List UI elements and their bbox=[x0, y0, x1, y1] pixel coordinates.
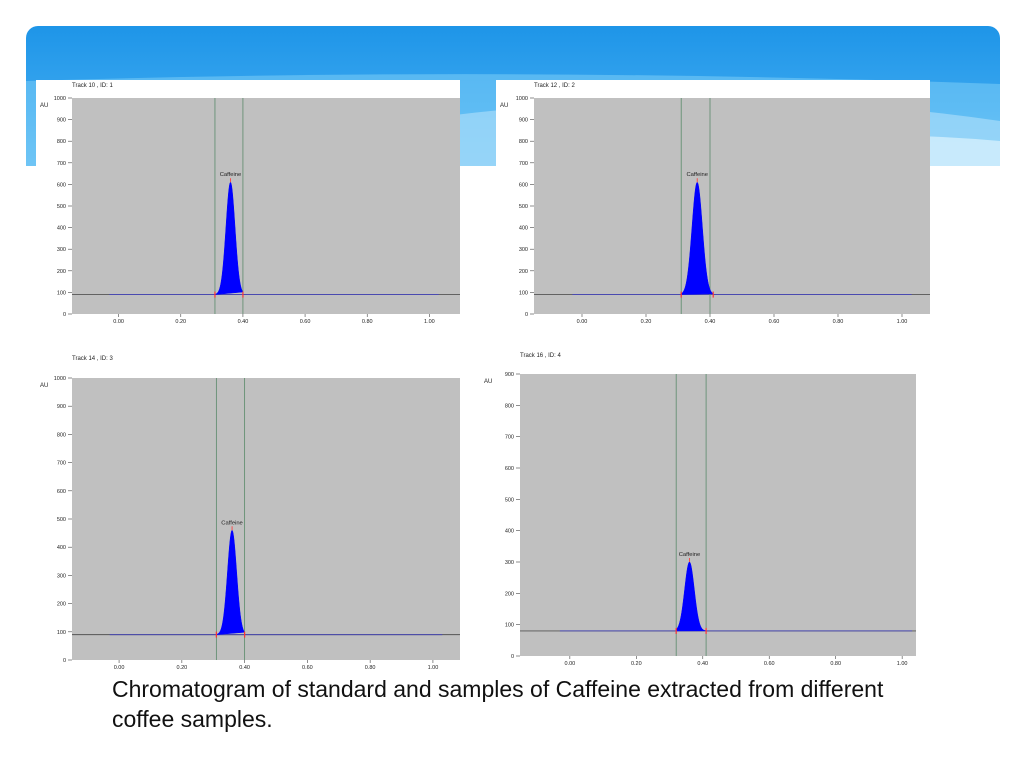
y-tick-label: 800 bbox=[57, 139, 66, 145]
x-tick-label: 0.20 bbox=[175, 319, 186, 325]
x-tick-label: 0.20 bbox=[631, 661, 642, 667]
y-axis-label: AU bbox=[40, 103, 48, 109]
y-tick-label: 800 bbox=[57, 432, 66, 438]
y-tick-label: 600 bbox=[519, 182, 528, 188]
x-tick-label: 0.80 bbox=[833, 319, 844, 325]
chromatogram-panel-1: Track 10 , ID: 1 AU 0 100 200 300 400 500 600 700… bbox=[36, 80, 460, 332]
plot-area bbox=[72, 378, 460, 660]
y-tick-label: 700 bbox=[57, 461, 66, 467]
plot-area bbox=[72, 98, 460, 314]
y-tick-label: 400 bbox=[505, 529, 514, 535]
y-tick-label: 300 bbox=[505, 560, 514, 566]
y-tick-label: 0 bbox=[63, 312, 66, 318]
x-tick-label: 0.20 bbox=[641, 319, 652, 325]
caffeine-peak bbox=[680, 181, 715, 295]
chart-title: Track 16 , ID: 4 bbox=[520, 353, 561, 359]
x-tick-label: 0.60 bbox=[300, 319, 311, 325]
peak-label: Caffeine bbox=[679, 552, 701, 558]
x-tick-label: 1.00 bbox=[428, 665, 439, 671]
y-tick-label: 300 bbox=[519, 247, 528, 253]
y-tick-label: 900 bbox=[57, 118, 66, 124]
x-tick-label: 0.60 bbox=[769, 319, 780, 325]
caffeine-peak bbox=[214, 181, 244, 295]
y-axis-label: AU bbox=[500, 103, 508, 109]
x-tick-label: 0.20 bbox=[176, 665, 187, 671]
y-tick-label: 200 bbox=[57, 269, 66, 275]
figure-caption: Chromatogram of standard and samples of … bbox=[112, 676, 884, 732]
y-tick-label: 400 bbox=[57, 545, 66, 551]
y-tick-label: 200 bbox=[57, 602, 66, 608]
y-tick-label: 1000 bbox=[54, 96, 66, 102]
chromatogram-panel-4: Track 16 , ID: 4 AU 0 100 200 300 400 500 600 700… bbox=[480, 346, 916, 672]
y-tick-label: 0 bbox=[63, 658, 66, 664]
x-tick-label: 0.40 bbox=[238, 319, 249, 325]
y-tick-label: 600 bbox=[57, 489, 66, 495]
y-tick-label: 700 bbox=[519, 161, 528, 167]
x-tick-label: 0.80 bbox=[830, 661, 841, 667]
x-tick-label: 0.60 bbox=[764, 661, 775, 667]
chromatogram-panel-2: Track 12 , ID: 2 AU 0 100 200 300 400 500 600 700… bbox=[496, 80, 930, 332]
y-tick-label: 100 bbox=[57, 290, 66, 296]
y-tick-label: 200 bbox=[519, 269, 528, 275]
y-tick-label: 600 bbox=[505, 466, 514, 472]
caffeine-peak bbox=[216, 530, 246, 635]
x-tick-label: 1.00 bbox=[897, 319, 908, 325]
x-tick-label: 0.00 bbox=[564, 661, 575, 667]
y-tick-label: 500 bbox=[57, 517, 66, 523]
y-axis-label: AU bbox=[484, 379, 492, 385]
x-tick-label: 1.00 bbox=[897, 661, 908, 667]
y-tick-label: 600 bbox=[57, 182, 66, 188]
y-tick-label: 900 bbox=[519, 118, 528, 124]
peak-label: Caffeine bbox=[220, 172, 242, 178]
y-tick-label: 1000 bbox=[54, 376, 66, 382]
y-tick-label: 800 bbox=[505, 403, 514, 409]
y-tick-label: 400 bbox=[519, 226, 528, 232]
chromatogram-chart-4: Track 16 , ID: 4 AU 0 100 200 300 400 500 600 700… bbox=[484, 353, 916, 667]
y-tick-label: 300 bbox=[57, 247, 66, 253]
chromatogram-chart-2: Track 12 , ID: 2 AU 0 100 200 300 400 500 600 700… bbox=[500, 83, 930, 325]
y-tick-label: 0 bbox=[511, 654, 514, 660]
chromatogram-panel-3: Track 14 , ID: 3 AU 0 100 200 300 400 500 600 700… bbox=[36, 350, 460, 672]
y-tick-label: 900 bbox=[505, 372, 514, 378]
chart-title: Track 12 , ID: 2 bbox=[534, 83, 575, 89]
peak-label: Caffeine bbox=[686, 172, 708, 178]
plot-area bbox=[534, 98, 930, 314]
y-tick-label: 400 bbox=[57, 226, 66, 232]
y-tick-label: 800 bbox=[519, 139, 528, 145]
x-tick-label: 0.00 bbox=[114, 665, 125, 671]
x-tick-label: 1.00 bbox=[424, 319, 435, 325]
y-tick-label: 100 bbox=[519, 290, 528, 296]
y-tick-label: 500 bbox=[57, 204, 66, 210]
peak-label: Caffeine bbox=[221, 520, 243, 526]
x-tick-label: 0.80 bbox=[362, 319, 373, 325]
y-tick-label: 100 bbox=[57, 630, 66, 636]
x-tick-label: 0.40 bbox=[239, 665, 250, 671]
y-tick-label: 0 bbox=[525, 312, 528, 318]
y-tick-label: 700 bbox=[505, 435, 514, 441]
y-tick-label: 900 bbox=[57, 404, 66, 410]
x-tick-label: 0.80 bbox=[365, 665, 376, 671]
chart-title: Track 10 , ID: 1 bbox=[72, 83, 113, 89]
chromatogram-chart-3: Track 14 , ID: 3 AU 0 100 200 300 400 500 600 700… bbox=[40, 356, 460, 671]
caffeine-peak bbox=[675, 561, 707, 632]
x-tick-label: 0.60 bbox=[302, 665, 313, 671]
y-axis-label: AU bbox=[40, 383, 48, 389]
y-tick-label: 500 bbox=[505, 497, 514, 503]
chart-title: Track 14 , ID: 3 bbox=[72, 356, 113, 362]
y-tick-label: 100 bbox=[505, 623, 514, 629]
y-tick-label: 500 bbox=[519, 204, 528, 210]
chromatogram-chart-1: Track 10 , ID: 1 AU 0 100 200 300 400 500 600 700… bbox=[40, 83, 460, 325]
y-tick-label: 200 bbox=[505, 591, 514, 597]
y-tick-label: 1000 bbox=[516, 96, 528, 102]
y-tick-label: 700 bbox=[57, 161, 66, 167]
x-tick-label: 0.00 bbox=[577, 319, 588, 325]
plot-area bbox=[520, 374, 916, 656]
x-tick-label: 0.00 bbox=[113, 319, 124, 325]
y-tick-label: 300 bbox=[57, 573, 66, 579]
x-tick-label: 0.40 bbox=[705, 319, 716, 325]
x-tick-label: 0.40 bbox=[697, 661, 708, 667]
